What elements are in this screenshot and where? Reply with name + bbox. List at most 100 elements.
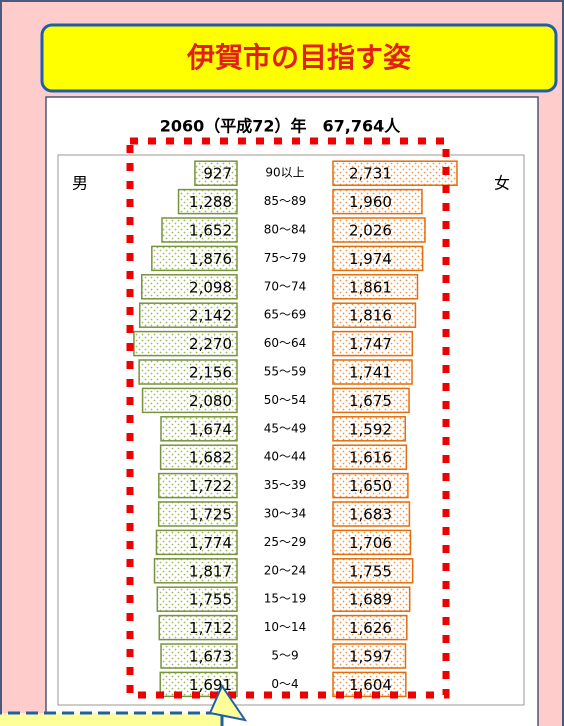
value-label: 1,876: [189, 250, 232, 268]
value-label: 1,960: [349, 193, 392, 211]
value-label: 1,616: [349, 449, 392, 467]
value-label: 1,741: [349, 364, 392, 382]
age-label: 20～24: [264, 563, 307, 577]
age-label: 55～59: [264, 365, 307, 379]
age-label: 70～74: [264, 279, 307, 293]
bar: [158, 614, 238, 641]
age-label: 10～14: [264, 620, 307, 634]
bar: [159, 444, 238, 470]
bar: [332, 302, 417, 328]
bar: [332, 444, 408, 470]
value-label: 1,675: [349, 392, 392, 410]
title-box: [40, 23, 558, 93]
bar: [332, 387, 410, 414]
bar: [332, 245, 424, 272]
bar: [151, 245, 238, 272]
bar: [155, 529, 238, 556]
age-label: 80～84: [264, 223, 307, 237]
value-label: 1,774: [189, 534, 232, 552]
age-label: 45～49: [264, 421, 307, 435]
value-label: 2,156: [189, 364, 232, 382]
chart-subtitle: 2060（平成72）年 67,764人: [160, 117, 402, 136]
value-label: 1,674: [189, 420, 232, 438]
bar: [332, 274, 419, 300]
value-label: 1,682: [189, 449, 232, 467]
age-label: 50～54: [264, 393, 307, 407]
value-label: 1,597: [349, 648, 392, 666]
bar: [138, 359, 238, 385]
value-label: 2,731: [349, 165, 392, 183]
value-label: 1,288: [189, 193, 232, 211]
bar: [332, 359, 413, 385]
value-label: 2,080: [189, 392, 232, 410]
value-label: 1,861: [349, 278, 392, 296]
bar: [332, 472, 409, 499]
bar: [141, 387, 238, 414]
bar: [194, 160, 238, 186]
value-label: 1,817: [189, 562, 232, 580]
age-label: 60～64: [264, 336, 307, 350]
bar: [139, 302, 238, 328]
value-label: 1,652: [189, 222, 232, 240]
age-label: 25～29: [264, 535, 307, 549]
left-label: 男: [72, 174, 88, 193]
bar: [157, 501, 238, 527]
bar: [332, 330, 414, 357]
value-label: 1,755: [189, 591, 232, 609]
page-title: 伊賀市の目指す姿: [186, 41, 411, 74]
bar: [332, 614, 408, 641]
value-label: 1,755: [349, 562, 392, 580]
age-label: 90以上: [265, 166, 304, 180]
value-label: 1,974: [349, 250, 392, 268]
bar: [161, 217, 238, 243]
callout-box: [0, 711, 224, 726]
age-label: 30～34: [264, 507, 307, 521]
bar: [177, 188, 238, 215]
bar: [332, 529, 412, 556]
value-label: 1,683: [349, 506, 392, 524]
value-label: 2,142: [189, 307, 232, 325]
value-label: 1,650: [349, 477, 392, 495]
bar: [332, 643, 407, 669]
bar: [332, 501, 411, 527]
value-label: 2,026: [349, 222, 392, 240]
value-label: 1,673: [189, 648, 232, 666]
bar: [156, 586, 238, 612]
value-label: 1,747: [349, 335, 392, 353]
age-label: 15～19: [264, 592, 307, 606]
value-label: 1,722: [189, 477, 232, 495]
highlight-frame: [126, 137, 450, 699]
value-label: 1,706: [349, 534, 392, 552]
plot-area: [57, 154, 525, 706]
bar: [133, 330, 238, 357]
bar: [332, 416, 407, 442]
value-label: 1,712: [189, 619, 232, 637]
bar: [332, 160, 458, 186]
bar: [153, 558, 238, 584]
callout-arrow: [208, 683, 248, 722]
age-label: 75～79: [264, 251, 307, 265]
value-label: 1,592: [349, 420, 392, 438]
value-label: 2,098: [189, 278, 232, 296]
age-label: 65～69: [264, 308, 307, 322]
value-label: 1,626: [349, 619, 392, 637]
bar: [158, 472, 238, 499]
bar: [160, 643, 238, 669]
value-label: 1,816: [349, 307, 392, 325]
bar: [332, 586, 411, 612]
age-label: 85～89: [264, 194, 307, 208]
age-label: 5～9: [271, 649, 298, 663]
value-label: 927: [203, 165, 232, 183]
value-label: 1,604: [349, 676, 392, 694]
bar: [141, 274, 238, 300]
bar: [332, 188, 423, 215]
bar: [160, 416, 238, 442]
value-label: 1,725: [189, 506, 232, 524]
bar: [332, 558, 414, 584]
bar: [332, 217, 426, 243]
value-label: 2,270: [189, 335, 232, 353]
age-label: 0～4: [271, 677, 298, 691]
value-label: 1,689: [349, 591, 392, 609]
age-label: 40～44: [264, 450, 307, 464]
